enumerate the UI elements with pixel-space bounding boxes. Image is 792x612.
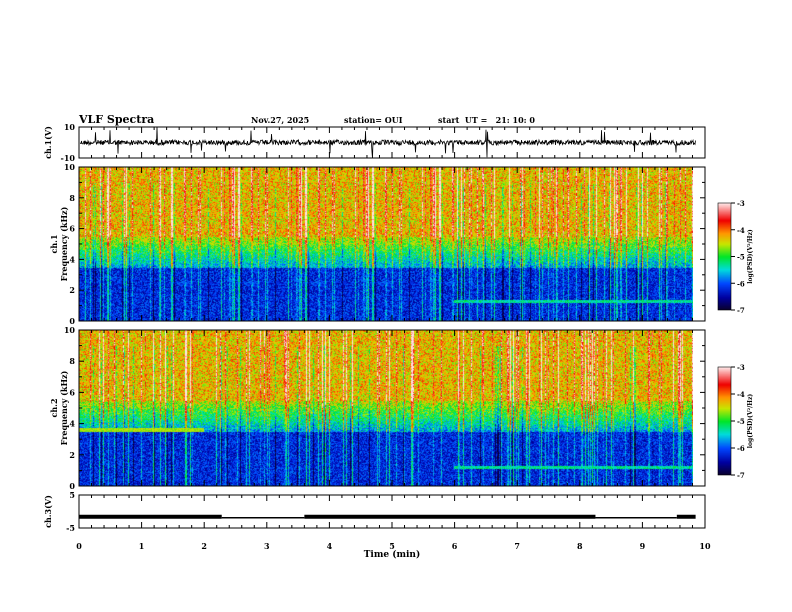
- y-tick-label: 2: [69, 285, 75, 295]
- ch1-waveform-line: [79, 126, 696, 159]
- y-tick-label: 2: [69, 450, 75, 460]
- x-tick-label: 3: [264, 541, 270, 551]
- colorbar-tick-label: -4: [737, 226, 745, 235]
- colorbar-frame: [717, 366, 732, 476]
- x-tick-label: 8: [577, 541, 583, 551]
- colorbar-tick-label: -7: [737, 306, 745, 315]
- date-label: Nov.27, 2025: [251, 115, 309, 125]
- y-tick-label: 5: [69, 490, 75, 500]
- y-tick-label: -5: [66, 523, 75, 533]
- colorbar-label: log(PSD)(V²/Hz): [747, 229, 754, 284]
- y-axis-label-ch2-spectrogram: ch.2: [49, 398, 59, 417]
- colorbar-tick-label: -7: [737, 471, 745, 480]
- colorbar-frame: [717, 202, 732, 311]
- ch1-spectrogram: [79, 167, 693, 321]
- figure-title: VLF Spectra: [78, 113, 154, 126]
- colorbar-2: [718, 367, 731, 475]
- x-tick-label: 10: [699, 541, 711, 551]
- y-axis-label-ch3-waveform: ch.3(V): [43, 495, 53, 528]
- y-tick-label: 4: [69, 419, 75, 429]
- y-tick-label: -10: [61, 153, 76, 163]
- y-tick-label: 6: [69, 224, 75, 234]
- x-tick-label: 5: [389, 541, 395, 551]
- y-tick-label: 6: [69, 387, 75, 397]
- x-tick-label: 0: [76, 541, 82, 551]
- x-tick-label: 2: [201, 541, 207, 551]
- y-axis-label-ch1-spectrogram: Frequency (kHz): [59, 206, 69, 281]
- y-tick-label: 10: [64, 162, 76, 172]
- colorbar-tick-label: -3: [737, 199, 745, 208]
- x-axis-label: Time (min): [364, 549, 421, 560]
- colorbar-1: [718, 203, 731, 310]
- start-time-label: start UT = 21: 10: 0: [438, 115, 535, 125]
- colorbar-label: log(PSD)(V²/Hz): [747, 394, 754, 449]
- station-label: station= OUI: [344, 115, 403, 125]
- colorbar-tick-label: -4: [737, 390, 745, 399]
- y-tick-label: 0: [69, 481, 75, 491]
- y-tick-label: 10: [64, 122, 76, 132]
- y-axis-label-ch2-spectrogram: Frequency (kHz): [59, 370, 69, 445]
- panel-frame-ch2-spectrogram: [78, 329, 706, 487]
- colorbar-tick-label: -3: [737, 363, 745, 372]
- colorbar-tick-label: -6: [737, 444, 745, 453]
- y-tick-label: 0: [69, 316, 75, 326]
- colorbar-tick-label: -5: [737, 253, 745, 262]
- y-tick-label: 8: [69, 356, 75, 366]
- y-tick-label: 8: [69, 193, 75, 203]
- y-tick-label: 10: [64, 325, 76, 335]
- x-tick-label: 6: [452, 541, 458, 551]
- colorbar-tick-label: -5: [737, 417, 745, 426]
- y-tick-label: 4: [69, 254, 75, 264]
- x-tick-label: 7: [514, 541, 520, 551]
- x-tick-label: 4: [327, 541, 333, 551]
- ch2-spectrogram: [79, 330, 693, 486]
- y-axis-label-ch1-waveform: ch.1(V): [43, 126, 53, 159]
- y-axis-label-ch1-spectrogram: ch.1: [49, 234, 59, 253]
- x-tick-label: 1: [139, 541, 145, 551]
- x-tick-label: 9: [640, 541, 646, 551]
- panel-frame-ch1-spectrogram: [78, 166, 706, 322]
- colorbar-tick-label: -6: [737, 279, 745, 288]
